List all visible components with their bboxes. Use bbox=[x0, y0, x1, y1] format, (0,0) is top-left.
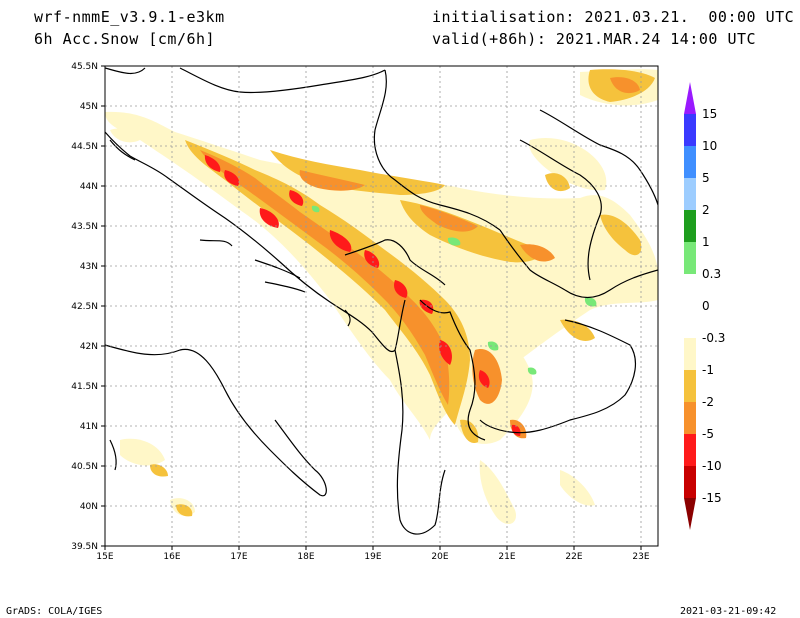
coastlines-and-borders bbox=[105, 67, 658, 535]
colorbar-swatch bbox=[684, 114, 696, 146]
lat-label: 41.5N bbox=[71, 382, 98, 392]
colorbar-label: -2 bbox=[702, 395, 714, 409]
model-title: wrf-nmmE_v3.9.1-e3km bbox=[34, 8, 225, 26]
colorbar-label: -10 bbox=[702, 459, 722, 473]
colorbar-swatch bbox=[684, 242, 696, 274]
lat-label: 45.5N bbox=[71, 62, 98, 72]
colorbar-label: -1 bbox=[702, 363, 714, 377]
lat-lon-grid bbox=[105, 66, 658, 546]
colorbar-label: -15 bbox=[702, 491, 722, 505]
lon-label: 18E bbox=[297, 552, 314, 562]
colorbar-swatch bbox=[684, 146, 696, 178]
lat-label: 44.5N bbox=[71, 142, 98, 152]
tick-marks bbox=[101, 65, 642, 550]
lon-label: 19E bbox=[364, 552, 381, 562]
footer-timestamp: 2021-03-21-09:42 bbox=[680, 606, 777, 617]
colorbar-swatch bbox=[684, 274, 696, 338]
lat-label: 40N bbox=[80, 502, 98, 512]
lat-label: 42N bbox=[80, 342, 98, 352]
colorbar-label: -0.3 bbox=[702, 331, 725, 345]
colorbar-label: 5 bbox=[702, 171, 710, 185]
colorbar-label: 15 bbox=[702, 107, 717, 121]
lat-label: 39.5N bbox=[71, 542, 98, 552]
colorbar-label: 2 bbox=[702, 203, 710, 217]
colorbar-swatch bbox=[684, 402, 696, 434]
lat-labels: 45.5N 45N 44.5N 44N 43.5N 43N 42.5N 42N … bbox=[71, 62, 98, 552]
snow-field-green bbox=[311, 205, 597, 375]
colorbar-swatch bbox=[684, 178, 696, 210]
snow-field-red bbox=[204, 155, 521, 436]
colorbar-swatch bbox=[684, 210, 696, 242]
colorbar-swatch bbox=[684, 466, 696, 498]
colorbar-top-arrow bbox=[684, 82, 696, 114]
colorbar-swatch bbox=[684, 434, 696, 466]
init-time: initialisation: 2021.03.21. 00:00 UTC bbox=[432, 8, 795, 26]
lon-label: 20E bbox=[431, 552, 448, 562]
lon-label: 21E bbox=[498, 552, 515, 562]
colorbar-bottom-arrow bbox=[684, 498, 696, 530]
lat-label: 43.5N bbox=[71, 222, 98, 232]
colorbar-swatch bbox=[684, 338, 696, 370]
lon-label: 17E bbox=[230, 552, 247, 562]
footer-credit: GrADS: COLA/IGES bbox=[6, 606, 103, 617]
lat-label: 45N bbox=[80, 102, 98, 112]
colorbar-label: 0 bbox=[702, 299, 710, 313]
lon-labels: 15E 16E 17E 18E 19E 20E 21E 22E 23E bbox=[96, 552, 649, 562]
colorbar-label: 0.3 bbox=[702, 267, 721, 281]
colorbar-label: 1 bbox=[702, 235, 710, 249]
colorbar-label: -5 bbox=[702, 427, 714, 441]
colorbar-swatch bbox=[684, 370, 696, 402]
lon-label: 23E bbox=[632, 552, 649, 562]
valid-time: valid(+86h): 2021.MAR.24 14:00 UTC bbox=[432, 30, 757, 48]
lat-label: 44N bbox=[80, 182, 98, 192]
lat-label: 42.5N bbox=[71, 302, 98, 312]
lon-label: 22E bbox=[565, 552, 582, 562]
colorbar: 15 10 5 2 1 0.3 0 -0.3 -1 -2 -5 -10 -15 bbox=[684, 82, 725, 530]
lat-label: 43N bbox=[80, 262, 98, 272]
lat-label: 40.5N bbox=[71, 462, 98, 472]
lon-label: 15E bbox=[96, 552, 113, 562]
lon-label: 16E bbox=[163, 552, 180, 562]
colorbar-label: 10 bbox=[702, 139, 717, 153]
field-title: 6h Acc.Snow [cm/6h] bbox=[34, 30, 216, 48]
lat-label: 41N bbox=[80, 422, 98, 432]
